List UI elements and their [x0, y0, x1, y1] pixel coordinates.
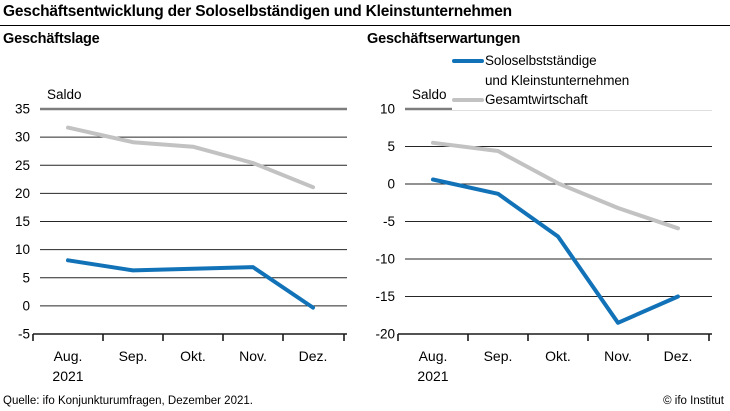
source-note: Quelle: ifo Konjunkturumfragen, Dezember…	[3, 395, 253, 407]
x-tick-label: Okt.	[545, 348, 571, 364]
legend-swatch-gesamtwirtschaft-line	[452, 98, 484, 102]
legend-swatch-soloselbststaendige-line	[452, 59, 484, 63]
x-tick-label: Dez.	[664, 348, 693, 364]
legend: Soloselbstständige und Kleinstunternehmen…	[452, 51, 730, 110]
chart-geschaeftslage: Saldo 35 30 25 20 15 10 5 0 -5 Aug. Sep. Okt. Nov. Dez…	[15, 87, 347, 384]
x-tick-label: Nov.	[239, 348, 267, 364]
y-tick-label: 10	[15, 242, 30, 257]
y-tick-label: 15	[15, 214, 30, 229]
y-tick-label: -20	[375, 327, 395, 342]
y-tick-label: 0	[387, 177, 395, 192]
x-tick-label: Aug.	[419, 348, 448, 364]
figure-footer: Quelle: ifo Konjunkturumfragen, Dezember…	[3, 395, 724, 407]
x-tick-label: Nov.	[604, 348, 632, 364]
copyright-note: © ifo Institut	[663, 395, 724, 407]
y-tick-label: -5	[383, 214, 395, 229]
x-tick-year-label: 2021	[52, 368, 83, 384]
y-tick-label: 35	[15, 102, 30, 117]
series-line-soloselbststaendige	[431, 177, 680, 325]
chart-geschaeftserwartungen: Saldo 10 5 0 -5 -10 -15 -20 Aug. Sep. Okt. Nov. Dez.…	[375, 87, 712, 384]
chart-subtitle-geschaeftserwartungen: Geschäftserwartungen	[367, 31, 521, 47]
x-tick-label: Dez.	[299, 348, 328, 364]
legend-label-line2: und Kleinstunternehmen	[485, 72, 630, 88]
y-tick-label: 25	[15, 158, 30, 173]
series-line-gesamtwirtschaft	[66, 125, 315, 190]
x-tick-label: Sep.	[119, 348, 148, 364]
series-line-soloselbststaendige	[66, 258, 315, 310]
y-tick-label: 0	[22, 298, 30, 313]
y-tick-label: 20	[15, 186, 30, 201]
chart-subtitle-geschaeftslage: Geschäftslage	[3, 31, 100, 47]
y-axis-title: Saldo	[412, 87, 447, 102]
x-tick-label: Okt.	[180, 348, 206, 364]
y-tick-label: 10	[380, 102, 395, 117]
y-tick-label: -10	[375, 252, 395, 267]
x-tick-year-label: 2021	[417, 368, 448, 384]
y-tick-label: 30	[15, 130, 30, 145]
legend-label-line1: Soloselbstständige	[485, 53, 597, 68]
legend-item-gesamtwirtschaft: Gesamtwirtschaft	[452, 90, 730, 110]
legend-item-soloselbststaendige: Soloselbstständige und Kleinstunternehmen	[452, 51, 730, 90]
x-tick-label: Sep.	[484, 348, 513, 364]
legend-label-gesamtwirtschaft: Gesamtwirtschaft	[485, 92, 588, 107]
series-line-gesamtwirtschaft	[431, 140, 680, 231]
figure-title: Geschäftsentwicklung der Soloselbständig…	[0, 0, 730, 26]
y-tick-label: -5	[18, 327, 30, 342]
y-axis-title: Saldo	[47, 87, 82, 102]
legend-label-soloselbststaendige: Soloselbstständige und Kleinstunternehmen	[485, 51, 629, 90]
y-tick-label: -15	[375, 289, 395, 304]
y-tick-label: 5	[22, 270, 30, 285]
x-tick-label: Aug.	[54, 348, 83, 364]
y-tick-label: 5	[387, 139, 395, 154]
